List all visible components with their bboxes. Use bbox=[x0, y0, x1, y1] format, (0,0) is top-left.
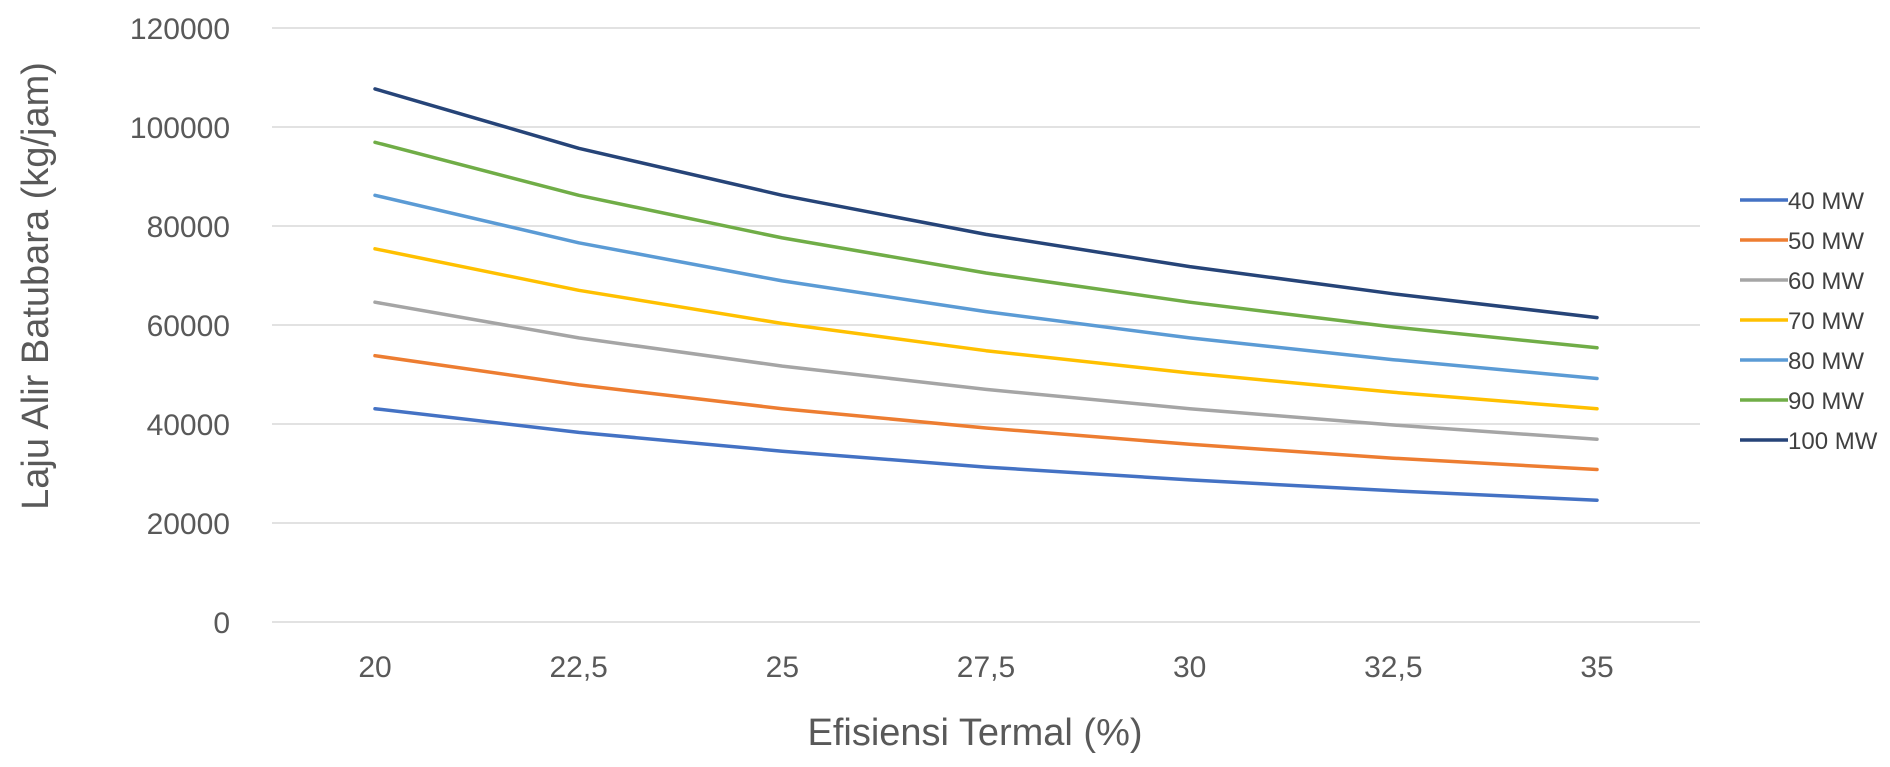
y-tick-label: 0 bbox=[213, 607, 230, 640]
y-tick-label: 60000 bbox=[147, 310, 230, 343]
y-axis-ticks: 0 20000 40000 60000 80000 100000 120000 bbox=[130, 13, 230, 640]
series-line-70-mw bbox=[373, 247, 1599, 411]
legend-label-40-mw: 40 MW bbox=[1788, 188, 1864, 215]
x-tick-label: 32,5 bbox=[1364, 651, 1422, 684]
legend-label-50-mw: 50 MW bbox=[1788, 228, 1864, 255]
series-line-90-mw bbox=[373, 140, 1599, 350]
x-axis-ticks: 20 22,5 25 27,5 30 32,5 35 bbox=[358, 651, 1613, 684]
series-line-60-mw bbox=[373, 300, 1599, 442]
series-line-80-mw bbox=[373, 193, 1599, 381]
x-tick-label: 25 bbox=[766, 651, 799, 684]
legend-label-80-mw: 80 MW bbox=[1788, 348, 1864, 375]
y-tick-label: 20000 bbox=[147, 508, 230, 541]
y-tick-label: 40000 bbox=[147, 409, 230, 442]
x-tick-label: 20 bbox=[358, 651, 391, 684]
legend-label-90-mw: 90 MW bbox=[1788, 388, 1864, 415]
series-line-40-mw bbox=[373, 406, 1599, 502]
y-tick-label: 100000 bbox=[130, 112, 230, 145]
x-tick-label: 30 bbox=[1173, 651, 1206, 684]
x-axis-title: Efisiensi Termal (%) bbox=[807, 712, 1142, 754]
legend-label-60-mw: 60 MW bbox=[1788, 268, 1864, 295]
gridlines bbox=[272, 27, 1700, 623]
x-tick-label: 22,5 bbox=[549, 651, 607, 684]
series-lines bbox=[373, 87, 1599, 502]
legend: 40 MW 50 MW 60 MW 70 MW 80 MW 90 MW 100 MW bbox=[1740, 188, 1878, 455]
x-tick-label: 35 bbox=[1580, 651, 1613, 684]
y-tick-label: 120000 bbox=[130, 13, 230, 46]
series-line-50-mw bbox=[373, 353, 1599, 472]
legend-label-100-mw: 100 MW bbox=[1788, 428, 1878, 455]
y-tick-label: 80000 bbox=[147, 211, 230, 244]
series-line-100-mw bbox=[373, 87, 1599, 320]
y-axis-title: Laju Alir Batubara (kg/jam) bbox=[15, 62, 57, 510]
x-tick-label: 27,5 bbox=[957, 651, 1015, 684]
legend-label-70-mw: 70 MW bbox=[1788, 308, 1864, 335]
